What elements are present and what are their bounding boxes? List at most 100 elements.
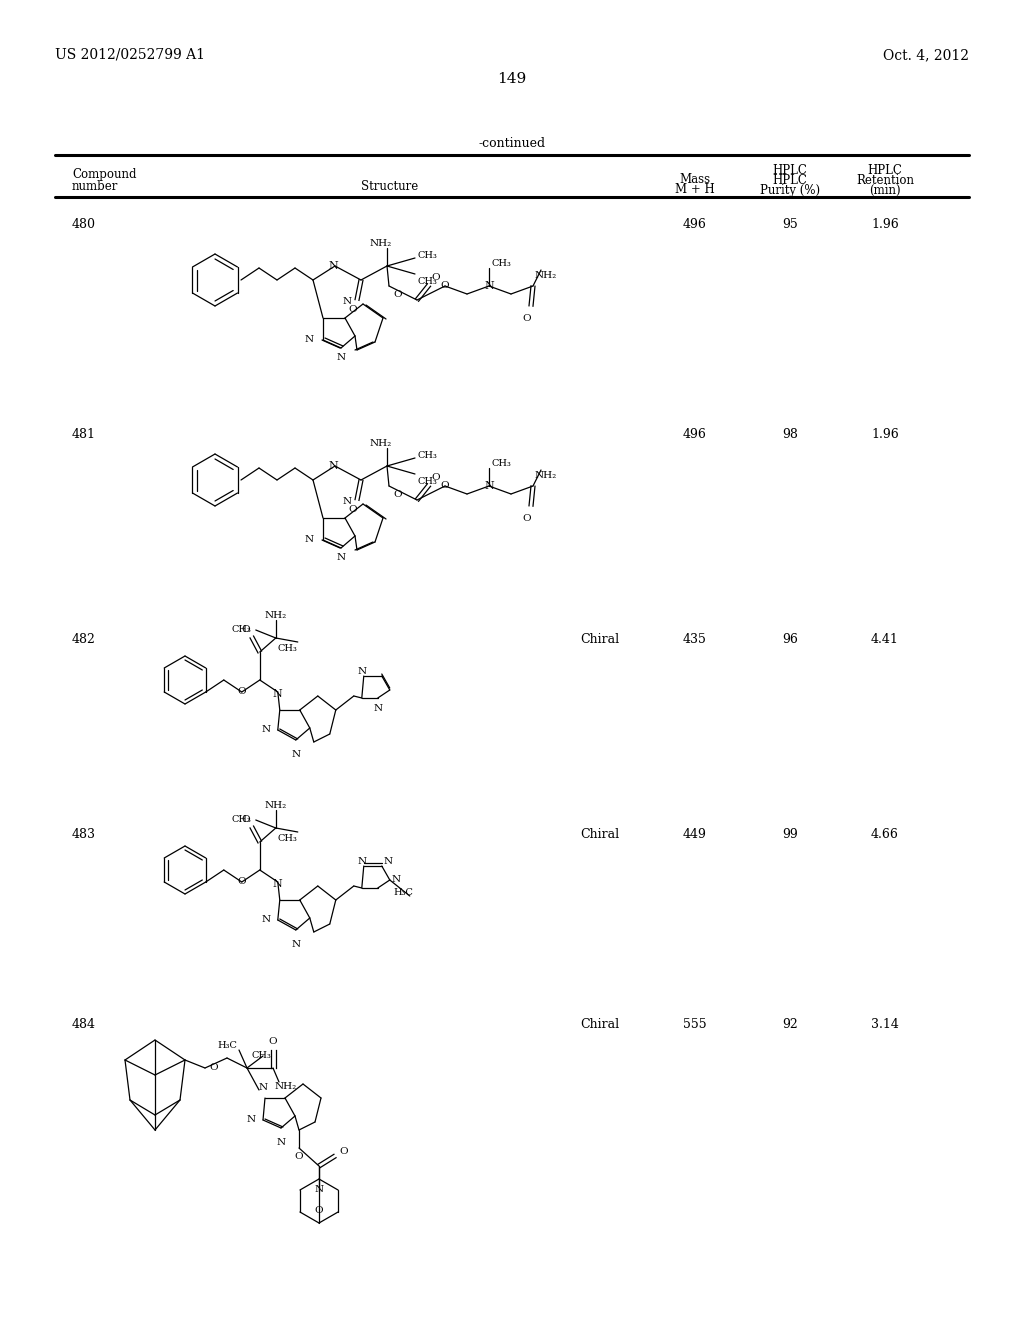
Text: N: N — [291, 750, 300, 759]
Text: H₃C: H₃C — [217, 1041, 237, 1051]
Text: O: O — [393, 290, 401, 300]
Text: O: O — [209, 1064, 218, 1072]
Text: 3.14: 3.14 — [871, 1018, 899, 1031]
Text: 1.96: 1.96 — [871, 218, 899, 231]
Text: N: N — [384, 858, 393, 866]
Text: 555: 555 — [683, 1018, 707, 1031]
Text: CH₃: CH₃ — [417, 450, 437, 459]
Text: 4.41: 4.41 — [871, 634, 899, 645]
Text: O: O — [393, 490, 401, 499]
Text: CH₃: CH₃ — [417, 251, 437, 260]
Text: CH₃: CH₃ — [278, 644, 298, 653]
Text: Retention: Retention — [856, 174, 914, 187]
Text: HPLC: HPLC — [867, 164, 902, 177]
Text: 449: 449 — [683, 828, 707, 841]
Text: CH₃: CH₃ — [231, 816, 252, 825]
Text: 95: 95 — [782, 218, 798, 231]
Text: 484: 484 — [72, 1018, 96, 1031]
Text: H₃C: H₃C — [394, 888, 414, 898]
Text: O: O — [314, 1206, 324, 1214]
Text: 480: 480 — [72, 218, 96, 231]
Text: CH₃: CH₃ — [251, 1052, 271, 1060]
Text: N: N — [342, 498, 351, 507]
Text: O: O — [440, 482, 450, 491]
Text: 481: 481 — [72, 428, 96, 441]
Text: (min): (min) — [869, 183, 901, 197]
Text: O: O — [238, 878, 246, 887]
Text: N: N — [357, 858, 367, 866]
Text: Oct. 4, 2012: Oct. 4, 2012 — [883, 48, 969, 62]
Text: US 2012/0252799 A1: US 2012/0252799 A1 — [55, 48, 205, 62]
Text: N: N — [337, 354, 345, 363]
Text: 483: 483 — [72, 828, 96, 841]
Text: N: N — [258, 1084, 267, 1093]
Text: NH₂: NH₂ — [275, 1082, 297, 1092]
Text: N: N — [304, 536, 313, 544]
Text: Chiral: Chiral — [581, 634, 620, 645]
Text: 435: 435 — [683, 634, 707, 645]
Text: O: O — [349, 305, 357, 314]
Text: O: O — [431, 473, 439, 482]
Text: Chiral: Chiral — [581, 828, 620, 841]
Text: N: N — [342, 297, 351, 306]
Text: O: O — [431, 272, 439, 281]
Text: CH₃: CH₃ — [490, 260, 511, 268]
Text: 96: 96 — [782, 634, 798, 645]
Text: 4.66: 4.66 — [871, 828, 899, 841]
Text: N: N — [484, 281, 494, 290]
Text: Compound: Compound — [72, 168, 136, 181]
Text: N: N — [291, 940, 300, 949]
Text: 98: 98 — [782, 428, 798, 441]
Text: O: O — [242, 816, 250, 825]
Text: CH₃: CH₃ — [231, 626, 252, 635]
Text: HPLC: HPLC — [772, 174, 808, 187]
Text: N: N — [337, 553, 345, 562]
Text: CH₃: CH₃ — [490, 459, 511, 469]
Text: 1.96: 1.96 — [871, 428, 899, 441]
Text: NH₂: NH₂ — [370, 239, 392, 248]
Text: Purity (%): Purity (%) — [760, 183, 820, 197]
Text: O: O — [295, 1152, 303, 1162]
Text: O: O — [440, 281, 450, 290]
Text: Mass: Mass — [680, 173, 711, 186]
Text: N: N — [276, 1138, 286, 1147]
Text: N: N — [304, 335, 313, 345]
Text: N: N — [328, 461, 338, 471]
Text: O: O — [522, 513, 531, 523]
Text: NH₂: NH₂ — [535, 471, 557, 480]
Text: CH₃: CH₃ — [278, 834, 298, 843]
Text: NH₂: NH₂ — [264, 801, 287, 810]
Text: N: N — [484, 480, 494, 491]
Text: 99: 99 — [782, 828, 798, 841]
Text: Structure: Structure — [361, 180, 419, 193]
Text: O: O — [238, 688, 246, 697]
Text: 496: 496 — [683, 428, 707, 441]
Text: 149: 149 — [498, 73, 526, 86]
Text: N: N — [314, 1185, 324, 1195]
Text: NH₂: NH₂ — [370, 440, 392, 449]
Text: O: O — [349, 506, 357, 515]
Text: N: N — [273, 689, 283, 700]
Text: N: N — [328, 261, 338, 271]
Text: number: number — [72, 180, 119, 193]
Text: 496: 496 — [683, 218, 707, 231]
Text: -continued: -continued — [478, 137, 546, 150]
Text: N: N — [392, 875, 401, 884]
Text: CH₃: CH₃ — [417, 477, 437, 486]
Text: N: N — [373, 704, 382, 713]
Text: NH₂: NH₂ — [535, 272, 557, 281]
Text: O: O — [522, 314, 531, 323]
Text: N: N — [247, 1115, 256, 1125]
Text: NH₂: NH₂ — [264, 611, 287, 620]
Text: M + H: M + H — [675, 183, 715, 195]
Text: O: O — [268, 1038, 278, 1045]
Text: N: N — [273, 879, 283, 888]
Text: O: O — [339, 1147, 347, 1156]
Text: N: N — [357, 668, 367, 676]
Text: 482: 482 — [72, 634, 96, 645]
Text: 92: 92 — [782, 1018, 798, 1031]
Text: Chiral: Chiral — [581, 1018, 620, 1031]
Text: N: N — [261, 916, 270, 924]
Text: CH₃: CH₃ — [417, 277, 437, 286]
Text: HPLC: HPLC — [772, 164, 808, 177]
